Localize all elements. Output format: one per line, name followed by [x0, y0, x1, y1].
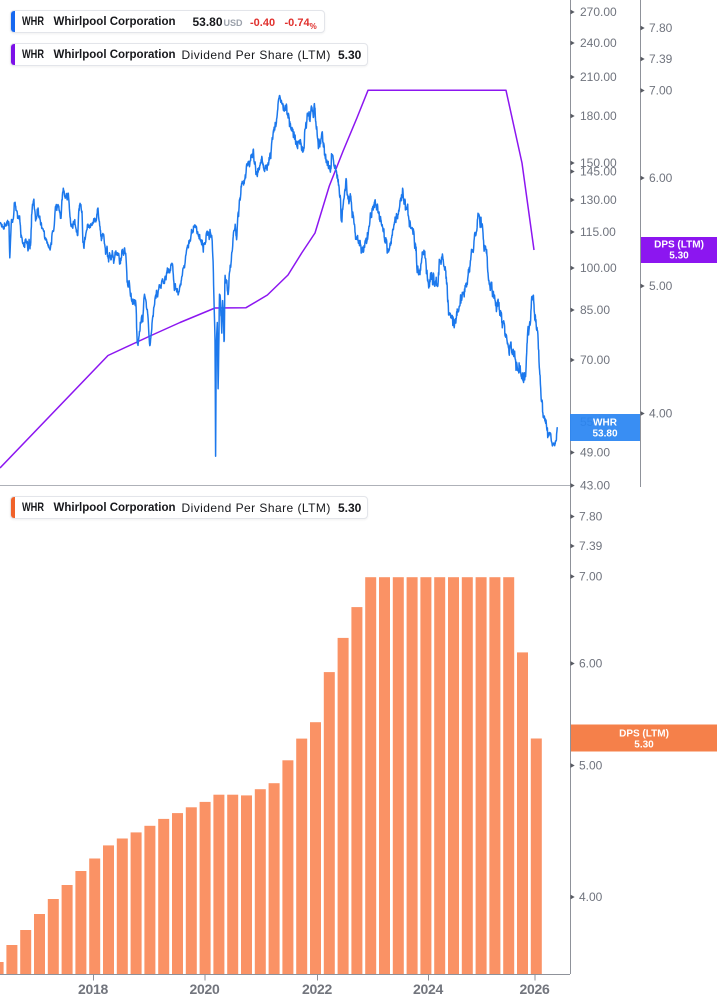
svg-text:150.00: 150.00	[580, 156, 617, 170]
svg-text:2022: 2022	[302, 981, 332, 997]
svg-text:240.00: 240.00	[580, 36, 617, 50]
svg-text:5.30: 5.30	[669, 251, 689, 262]
svg-text:43.00: 43.00	[580, 479, 610, 493]
svg-text:6.00: 6.00	[579, 657, 603, 671]
svg-text:100.00: 100.00	[580, 261, 617, 275]
svg-text:5.00: 5.00	[579, 759, 603, 773]
svg-text:180.00: 180.00	[580, 109, 617, 123]
svg-text:4.00: 4.00	[649, 407, 673, 421]
svg-text:5.00: 5.00	[649, 279, 673, 293]
svg-text:49.00: 49.00	[580, 446, 610, 460]
svg-text:7.80: 7.80	[649, 21, 673, 35]
svg-text:WHR: WHR	[593, 418, 618, 429]
svg-text:6.00: 6.00	[649, 171, 673, 185]
svg-text:145.00: 145.00	[580, 165, 617, 179]
svg-text:5.30: 5.30	[634, 740, 654, 751]
svg-text:DPS (LTM): DPS (LTM)	[619, 729, 669, 740]
svg-text:DPS (LTM): DPS (LTM)	[654, 240, 704, 251]
svg-text:270.00: 270.00	[580, 5, 617, 19]
svg-text:2020: 2020	[190, 981, 220, 997]
svg-text:7.80: 7.80	[579, 510, 603, 524]
svg-text:115.00: 115.00	[580, 225, 616, 239]
svg-text:7.00: 7.00	[649, 84, 673, 98]
svg-text:7.39: 7.39	[649, 52, 673, 66]
svg-text:7.39: 7.39	[579, 539, 603, 553]
svg-text:2026: 2026	[520, 981, 550, 997]
svg-text:85.00: 85.00	[580, 303, 610, 317]
svg-text:130.00: 130.00	[580, 193, 617, 207]
svg-text:2024: 2024	[413, 981, 443, 997]
svg-text:53.80: 53.80	[592, 429, 617, 440]
svg-text:2018: 2018	[78, 981, 108, 997]
svg-text:7.00: 7.00	[579, 570, 603, 584]
svg-text:4.00: 4.00	[579, 890, 603, 904]
svg-text:210.00: 210.00	[580, 70, 617, 84]
svg-text:70.00: 70.00	[580, 353, 610, 367]
